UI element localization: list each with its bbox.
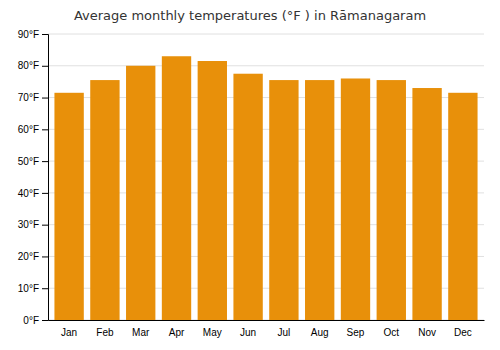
tick-mark — [42, 193, 48, 194]
x-tick: Jun — [240, 327, 256, 338]
y-axis: 0°F 10°F 20°F 30°F 40°F 50°F 60°F 70°F 80°F 90°F — [18, 29, 49, 326]
tick-mark — [42, 66, 48, 67]
y-tick: 90°F — [18, 29, 48, 40]
x-tick: Mar — [132, 327, 150, 338]
tick-label: Nov — [418, 327, 436, 338]
bar — [448, 93, 477, 320]
tick-label: Jun — [240, 327, 256, 338]
tick-label: Jul — [277, 327, 290, 338]
tick-mark — [42, 98, 48, 99]
x-tick: May — [203, 327, 222, 338]
y-tick: 20°F — [18, 251, 48, 262]
x-tick: Sep — [347, 327, 365, 338]
tick-label: 50°F — [18, 156, 39, 167]
x-tick: Jul — [277, 327, 290, 338]
bar — [377, 80, 406, 320]
tick-mark — [42, 129, 48, 130]
bar — [90, 80, 119, 320]
tick-label: 0°F — [23, 315, 39, 326]
tick-mark — [42, 34, 48, 35]
bar — [269, 80, 298, 320]
x-axis: Jan Feb Mar Apr May Jun Jul Aug Sep Oct Nov Dec — [49, 321, 485, 339]
y-tick: 70°F — [18, 92, 48, 103]
tick-label: 80°F — [18, 60, 39, 71]
bar — [233, 74, 262, 320]
bar — [54, 93, 83, 320]
tick-label: May — [203, 327, 222, 338]
tick-mark — [42, 288, 48, 289]
tick-label: 20°F — [18, 251, 39, 262]
y-tick: 60°F — [18, 124, 48, 135]
tick-mark — [42, 225, 48, 226]
tick-label: 90°F — [18, 29, 39, 40]
tick-label: Jan — [61, 327, 77, 338]
x-tick: Nov — [418, 327, 436, 338]
bars — [54, 56, 477, 320]
y-tick: 80°F — [18, 60, 48, 71]
tick-label: 30°F — [18, 219, 39, 230]
tick-label: Oct — [384, 327, 400, 338]
axis-domain — [42, 35, 49, 321]
x-tick: Aug — [311, 327, 329, 338]
x-tick: Dec — [454, 327, 472, 338]
tick-label: Dec — [454, 327, 472, 338]
tick-label: Sep — [347, 327, 365, 338]
tick-label: Mar — [132, 327, 150, 338]
bar — [305, 80, 334, 320]
x-tick: Oct — [384, 327, 400, 338]
chart-title: Average monthly temperatures (°F ) in Rā… — [74, 8, 426, 23]
axis-domain — [49, 320, 485, 321]
y-tick: 30°F — [18, 219, 48, 230]
bar — [126, 66, 155, 320]
tick-label: Apr — [169, 327, 185, 338]
bar — [341, 78, 370, 320]
x-tick: Apr — [169, 327, 185, 338]
bar — [412, 88, 441, 320]
grid-line — [48, 34, 484, 35]
tick-label: 70°F — [18, 92, 39, 103]
tick-mark — [42, 256, 48, 257]
grid-line — [48, 65, 484, 66]
plot-area: 0°F 10°F 20°F 30°F 40°F 50°F 60°F 70°F 80°F 90°F J… — [18, 29, 485, 338]
y-tick: 0°F — [23, 315, 48, 326]
chart-svg: 0°F 10°F 20°F 30°F 40°F 50°F 60°F 70°F 80°F 90°F J… — [0, 0, 500, 350]
y-tick: 40°F — [18, 188, 48, 199]
grid — [48, 34, 484, 320]
y-tick: 10°F — [18, 283, 48, 294]
bar — [162, 56, 191, 320]
x-tick: Feb — [96, 327, 114, 338]
y-tick: 50°F — [18, 156, 48, 167]
bar — [198, 61, 227, 320]
tick-mark — [42, 161, 48, 162]
tick-label: 60°F — [18, 124, 39, 135]
x-tick: Jan — [61, 327, 77, 338]
tick-label: Feb — [96, 327, 114, 338]
tick-label: Aug — [311, 327, 329, 338]
tick-label: 40°F — [18, 188, 39, 199]
tick-mark — [42, 320, 48, 321]
tick-label: 10°F — [18, 283, 39, 294]
